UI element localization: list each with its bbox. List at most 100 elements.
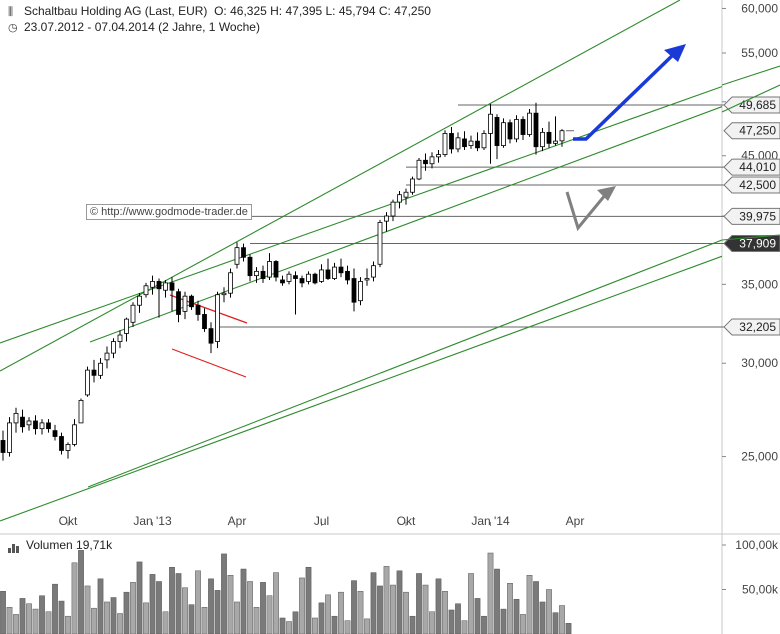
volume-bar (533, 581, 539, 634)
level-label: 47,250 (739, 124, 776, 138)
candle-body (553, 140, 558, 144)
projection-arrows (565, 44, 686, 232)
candle (247, 254, 253, 282)
candle-body (241, 247, 246, 258)
trend-line (721, 84, 780, 113)
volume-bar (279, 617, 286, 634)
y-tick-label: 30,000 (741, 356, 778, 370)
candle-body (39, 422, 45, 430)
volume-bar (78, 550, 84, 634)
ohlc-readout: O: 46,325 H: 47,395 L: 45,794 C: 47,250 (214, 4, 431, 18)
blue-arrowhead (664, 44, 686, 62)
candle-body (52, 430, 58, 437)
candle (520, 116, 526, 141)
candle-body (332, 266, 337, 279)
candle-body (351, 278, 357, 303)
volume-bar (481, 615, 487, 634)
candle (403, 188, 409, 205)
candle-body (247, 256, 253, 277)
gray-arrow-shaft (565, 191, 608, 232)
volume-bar (65, 615, 71, 634)
volume-bar (273, 572, 279, 634)
candle (189, 294, 194, 310)
candle-body (468, 140, 474, 146)
volume-bar (0, 591, 6, 634)
volume-bar (312, 617, 318, 634)
volume-bar (45, 611, 52, 634)
trend-line (87, 239, 722, 488)
candle-body (520, 119, 526, 135)
x-tick-label: Jan '13 (133, 514, 172, 528)
x-tick-label: Jan '14 (471, 514, 510, 528)
candle (59, 432, 64, 455)
level-label-box (723, 96, 780, 114)
candle (299, 275, 305, 288)
candle (195, 300, 201, 321)
candle (351, 268, 357, 312)
volume-bars (0, 550, 572, 634)
candle-body (189, 295, 194, 308)
candle-body (442, 133, 448, 155)
candle (208, 322, 214, 354)
candle-body (72, 424, 77, 445)
candle (0, 430, 6, 461)
date-range: 23.07.2012 - 07.04.2014 (2 Jahre, 1 Woch… (24, 20, 260, 34)
volume-bar (520, 614, 526, 634)
candle-body (377, 222, 383, 265)
candle (423, 153, 428, 171)
x-tick-label: Apr (228, 514, 247, 528)
volume-bar (123, 591, 130, 634)
level-label: 37,909 (739, 236, 776, 250)
volume-bar (370, 572, 377, 634)
volume-bar (448, 609, 455, 634)
volume-bar (455, 603, 461, 634)
candle (130, 302, 136, 328)
volume-bar (227, 575, 234, 634)
level-label-box (723, 207, 780, 225)
volume-bar (364, 618, 370, 634)
volume-bar (494, 568, 500, 634)
volume-bar (221, 553, 227, 634)
candle-body (65, 444, 71, 451)
volume-bar (247, 581, 253, 634)
candle-body (449, 133, 454, 150)
candle-body (338, 266, 344, 274)
candle (455, 132, 461, 153)
candle-body (215, 294, 220, 342)
candle-body (345, 270, 350, 281)
volume-bar (58, 600, 65, 634)
volume-bar (461, 620, 468, 634)
volume-bar (305, 567, 312, 634)
volume-bar (552, 612, 559, 634)
volume-bar (338, 591, 344, 634)
candle (267, 253, 272, 280)
volume-bar (351, 580, 357, 634)
candle (546, 121, 552, 148)
candle (46, 419, 51, 433)
volume-bar (539, 601, 546, 634)
candle-body (234, 247, 240, 265)
volume-bar (292, 611, 299, 634)
candle (377, 219, 383, 268)
candle (540, 128, 545, 152)
volume-bar (253, 607, 260, 634)
volume-tick-label: 50,00k (742, 583, 779, 597)
candle (319, 264, 324, 283)
blue-arrow-shaft (573, 50, 678, 141)
volume-bar (104, 601, 110, 634)
trend-line (721, 65, 780, 86)
volume-bar (435, 578, 442, 634)
candle (462, 131, 467, 151)
candle (371, 261, 376, 282)
candle-body (546, 131, 552, 144)
volume-bar (331, 615, 338, 634)
candle-body (481, 133, 487, 149)
candle (221, 287, 227, 303)
candle (442, 130, 448, 157)
candle-body (397, 194, 402, 203)
volume-bar (195, 570, 201, 634)
volume-bar (468, 573, 474, 634)
x-tick-label: Okt (59, 514, 78, 528)
candle-body (533, 112, 539, 148)
